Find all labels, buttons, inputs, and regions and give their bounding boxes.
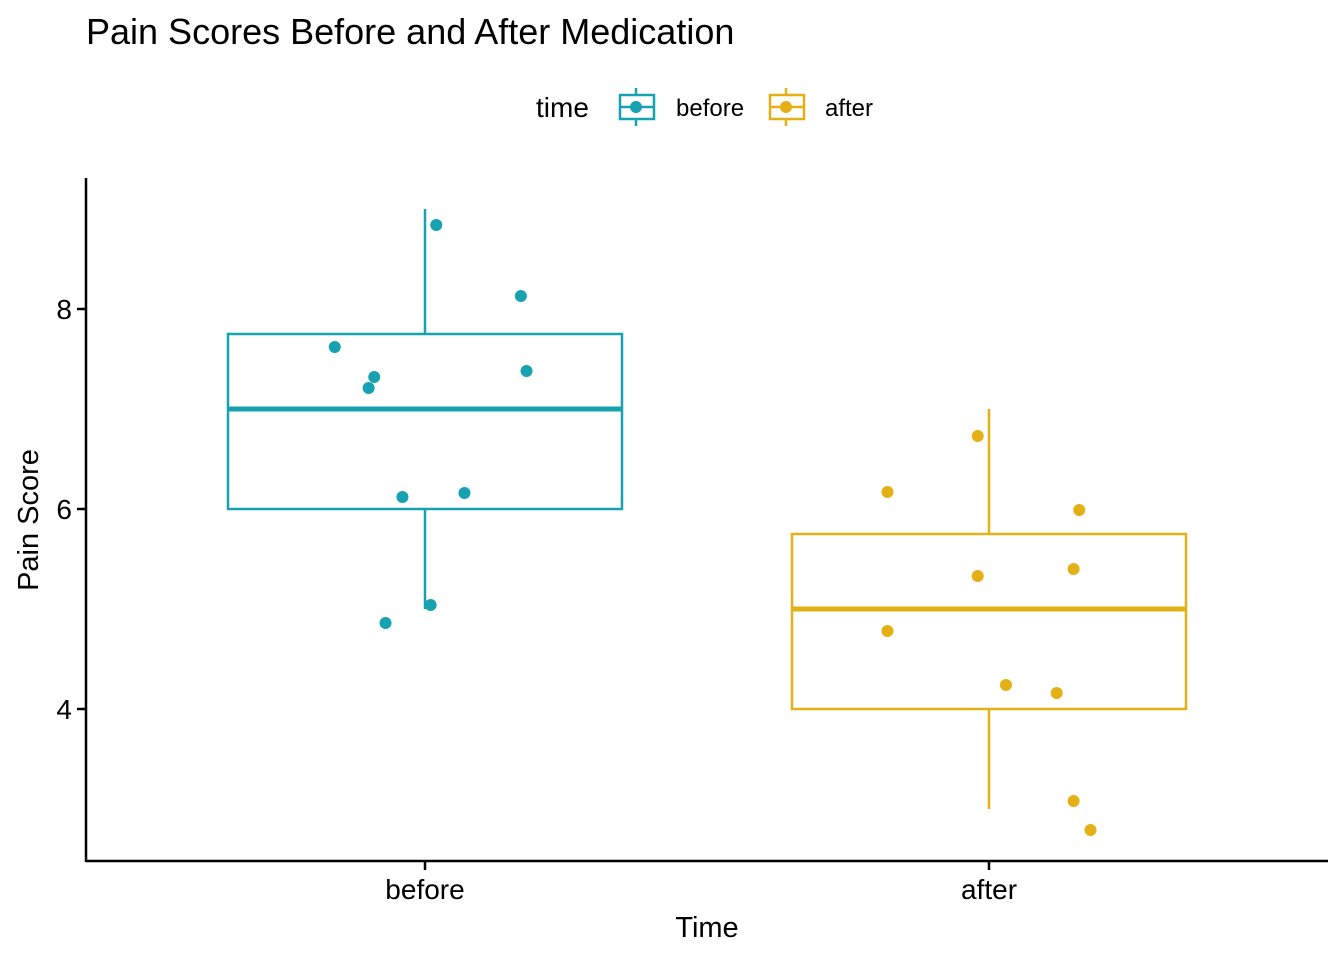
legend-label: after [825,95,873,122]
data-point-after [1084,824,1097,836]
x-axis-title: Time [675,912,738,944]
plot-area [226,209,1188,836]
x-tick-label: before [385,874,464,905]
data-point-before [514,290,527,302]
data-point-before [396,491,409,503]
data-point-before [458,487,471,499]
data-point-after [881,486,894,498]
data-point-before [362,382,375,394]
legend-label: before [676,95,744,122]
y-tick-label: 8 [56,294,72,325]
x-tick-label: after [961,874,1017,905]
y-tick-label: 4 [56,694,72,725]
legend-title: time [536,92,589,123]
data-point-after [1050,687,1063,699]
y-axis-title: Pain Score [13,449,45,591]
data-point-after [1073,504,1086,516]
axes: 4 6 8 before after [56,178,1328,905]
data-point-before [424,599,437,611]
box-after [790,532,1188,711]
legend: time before after [536,88,873,126]
data-point-after [1067,563,1080,575]
legend-key-point [630,101,642,113]
y-tick-label: 6 [56,494,72,525]
data-point-before [520,365,533,377]
data-point-before [328,341,341,353]
data-point-after [971,430,984,442]
data-point-after [971,570,984,582]
chart-title: Pain Scores Before and After Medication [86,11,734,52]
data-point-after [881,625,894,637]
data-point-after [1067,795,1080,807]
data-point-before [430,219,443,231]
data-point-before [379,617,392,629]
box-before [226,332,624,511]
data-point-before [368,371,381,383]
data-point-after [999,679,1012,691]
legend-key-point [780,101,792,113]
